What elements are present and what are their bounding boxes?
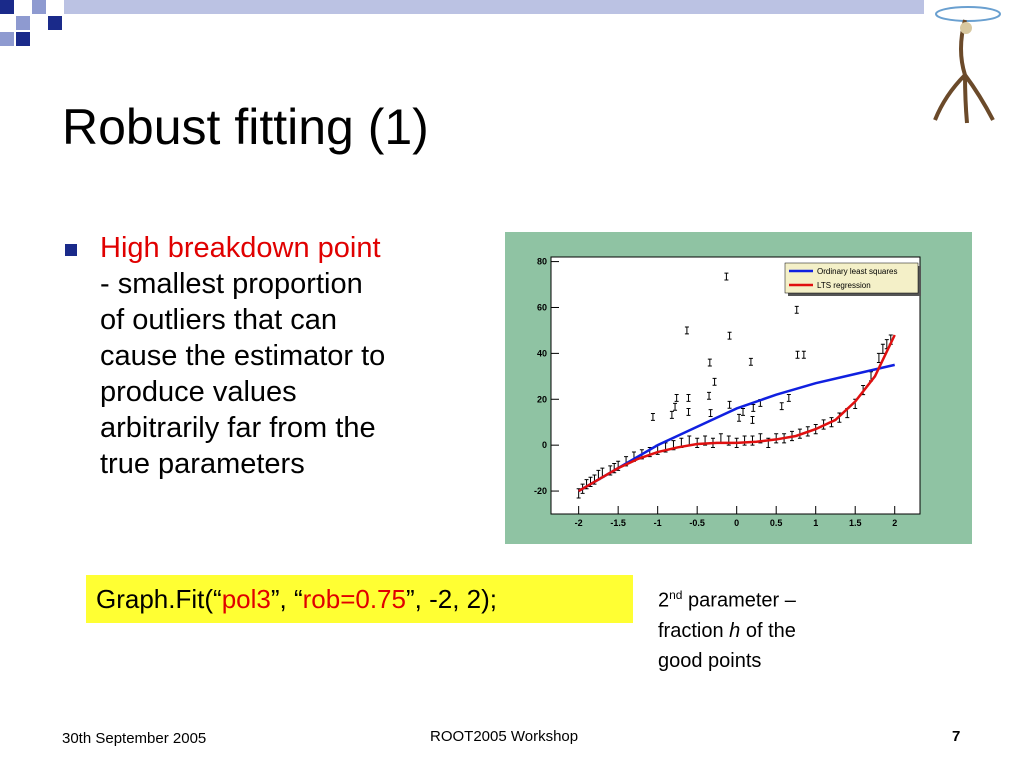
legend-label: Ordinary least squares (817, 267, 897, 276)
error-bar (779, 402, 784, 411)
error-bar (795, 350, 800, 359)
y-tick-label: 40 (537, 348, 547, 358)
deco-square (32, 0, 46, 14)
error-bar (707, 391, 712, 400)
y-tick-label: 60 (537, 302, 547, 312)
error-bar (707, 358, 712, 367)
bullet-line: arbitrarily far from the (100, 412, 376, 444)
error-bar (748, 357, 753, 366)
error-bar (750, 415, 755, 424)
error-bar (737, 413, 742, 422)
deco-square (0, 0, 14, 14)
x-tick-label: -1.5 (610, 518, 626, 528)
bullet-line: cause the estimator to (100, 340, 386, 372)
error-bar (727, 400, 732, 409)
y-tick-label: 80 (537, 257, 547, 267)
footer-page: 7 (952, 728, 961, 745)
bullet-line: of outliers that can (100, 304, 337, 336)
bullet-text: High breakdown point - smallest proportio… (100, 230, 385, 482)
error-bar (801, 350, 806, 359)
slide-title: Robust fitting (1) (62, 99, 429, 155)
bullet-marker (65, 244, 77, 256)
x-tick-label: 0 (734, 518, 739, 528)
error-bar (880, 343, 885, 354)
x-tick-label: 2 (892, 518, 897, 528)
bullet-line: High breakdown point (100, 232, 381, 264)
logo (933, 6, 1001, 124)
fit-curve (578, 363, 895, 493)
code-box: Graph.Fit(“pol3”, “rob=0.75”, -2, 2); (86, 575, 633, 623)
note-text: parameter – (682, 589, 796, 612)
fit-curve (578, 334, 896, 493)
x-tick-label: -2 (575, 518, 583, 528)
note: 2nd parameter – fraction h of the good poi… (658, 580, 796, 676)
code-text: pol3 (221, 584, 271, 614)
error-bar (794, 305, 799, 314)
note-text: nd (669, 588, 683, 602)
x-tick-label: 1 (813, 518, 818, 528)
error-bar (751, 404, 756, 412)
y-tick-label: 20 (537, 394, 547, 404)
error-bar (684, 326, 689, 335)
note-text: h (729, 619, 741, 642)
deco-square (0, 32, 14, 46)
note-text: 2 (658, 589, 670, 612)
x-tick-label: 1.5 (849, 518, 862, 528)
code-text: Graph.Fit(“ (96, 584, 222, 614)
deco-square (16, 32, 30, 46)
x-tick-label: -0.5 (689, 518, 705, 528)
deco-square (16, 16, 30, 30)
bullet-line: produce values (100, 376, 297, 408)
error-bar (708, 409, 713, 417)
y-tick-label: -20 (534, 486, 547, 496)
error-bar (686, 407, 691, 416)
code-text: ”, “ (270, 584, 303, 614)
legend-box (784, 262, 919, 294)
error-bar (727, 331, 732, 340)
footer-date: 30th September 2005 (62, 730, 207, 747)
y-tick-label: 0 (542, 440, 547, 450)
error-bar (650, 412, 655, 421)
note-text: of the (740, 619, 796, 642)
x-tick-label: -1 (654, 518, 662, 528)
bullet-line: true parameters (100, 448, 305, 480)
code-text: rob=0.75 (302, 584, 406, 614)
deco-square (48, 16, 62, 30)
error-bar (674, 393, 679, 402)
error-bar (750, 435, 755, 446)
error-bar (724, 272, 729, 281)
bullet-line: - smallest proportion (100, 268, 363, 300)
error-bar (673, 402, 678, 411)
error-bar (741, 407, 746, 416)
top-band (64, 0, 924, 14)
legend-label: LTS regression (817, 281, 871, 290)
error-bar (669, 410, 674, 419)
error-bar (712, 377, 717, 386)
error-bar (686, 393, 691, 402)
footer-event: ROOT2005 Workshop (430, 728, 579, 745)
error-bar (786, 393, 791, 402)
note-text: fraction (658, 619, 730, 642)
code-text: ”, -2, 2); (405, 584, 497, 614)
note-text: good points (658, 649, 762, 672)
x-tick-label: 0.5 (770, 518, 783, 528)
